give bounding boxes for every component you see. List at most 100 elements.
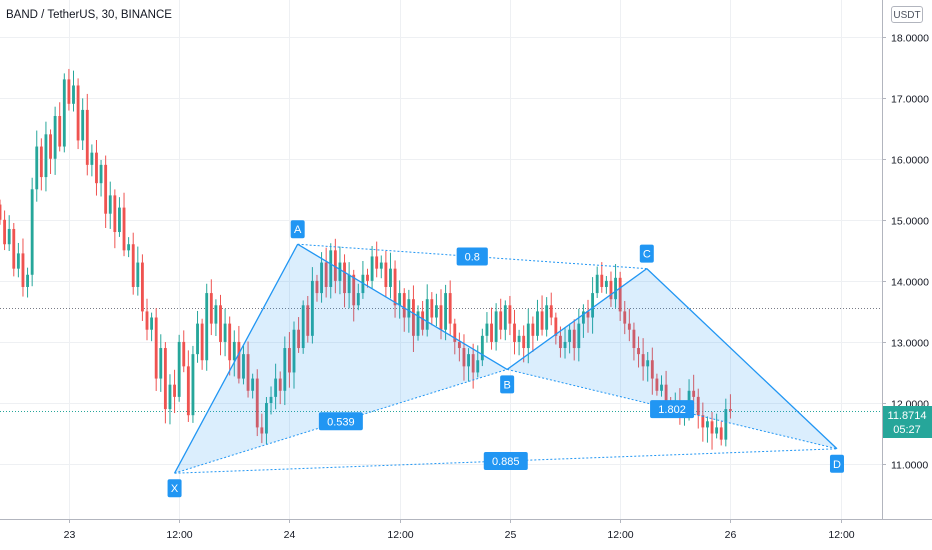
candle-body [531,323,535,336]
pattern-point-marker[interactable] [829,454,844,473]
pattern-leg-bc [506,268,648,370]
ratio-label: 0.885 [492,456,520,468]
ratio-label: 0.8 [465,251,480,263]
pattern-point-label: A [294,224,302,236]
pattern-leg-cd [646,268,838,450]
candle-body [356,293,360,306]
candle-body [145,311,149,330]
candle-body [209,293,213,324]
candle-body [283,348,287,391]
candle-body [191,354,195,416]
candle-body [159,348,163,379]
candle-body [26,274,29,287]
candle-body [324,262,328,287]
candle-body [724,409,728,440]
candle-body [719,427,723,440]
candle-body [200,323,204,361]
candle-body [623,311,627,324]
candle-body [297,329,301,349]
candle-countdown: 05:27 [893,424,921,436]
candle-body [228,323,232,361]
ratio-label-box [318,412,363,431]
time-tick-label: 12:00 [607,529,633,541]
candle-body [641,354,645,367]
candle-body [177,341,181,397]
candle-body [269,396,273,403]
candle-body [457,341,461,349]
candle-body [3,219,7,245]
candle-body [113,195,117,233]
ratio-line-xd [174,448,837,474]
candle-body [710,421,714,434]
candle-body [163,348,167,410]
candle-body [140,262,144,312]
candle-body [595,274,599,294]
candle-body [655,378,659,391]
candle-body [49,134,52,159]
xabcd-pattern[interactable]: 0.539 0.8 1.802 0.885 X A B C D [167,220,844,498]
candle-body [168,384,172,410]
candle-body [186,366,190,416]
candle-body [536,311,539,336]
candle-body [352,274,356,306]
last-price-marker: 11.8714 05:27 [883,406,932,438]
candle-body [660,384,663,391]
candle-body [62,79,66,147]
candle-body [99,164,103,184]
candle-body [131,244,135,287]
candle-body [581,311,585,324]
candle-body [559,335,562,349]
candle-body [467,354,470,367]
candle-body [513,323,516,342]
time-tick-label: 12:00 [828,529,854,541]
candle-body [425,299,429,330]
candle-body [118,207,121,233]
candle-body [416,311,420,336]
time-tick-label: 23 [64,529,76,541]
pattern-point-marker[interactable] [500,375,515,394]
candle-body [389,268,392,287]
candle-body [545,305,549,330]
candle-body [706,421,709,428]
candle-body [30,189,34,275]
candle-body [150,317,154,330]
candle-body [182,341,186,367]
pattern-point-marker[interactable] [290,220,305,239]
currency-badge[interactable]: USDT [891,6,923,23]
candle-body [21,253,25,287]
candle-body [402,293,406,318]
candle-body [448,293,452,324]
pattern-point-label: X [171,483,179,495]
candle-body [614,277,617,300]
candle-body [173,384,176,397]
candle-body [292,329,296,373]
pattern-triangle-bcd [507,268,837,449]
symbol-title[interactable]: BAND / TetherUS, 30, BINANCE [6,9,172,21]
candle-body [627,323,631,330]
candle-body [287,348,291,373]
candle-body [384,262,388,287]
last-price-label: 11.8714 [888,410,927,422]
time-axis[interactable]: 23 12:00 24 12:00 25 12:00 26 12:00 [64,519,855,541]
candle-body [503,305,507,330]
candle-body [715,427,719,434]
pattern-point-label: C [643,249,651,261]
candle-body [540,311,544,330]
candle-body [421,311,425,330]
candle-body [370,256,374,281]
candle-body [108,195,112,214]
candle-body [687,390,691,410]
price-tick-label: 13.0000 [891,338,929,350]
candle-body [219,305,222,342]
candle-body [517,335,521,342]
candle-body [522,335,526,349]
candle-body [632,329,636,349]
candle-body [81,109,85,141]
candle-body [223,323,227,342]
pattern-point-marker[interactable] [639,244,654,263]
candle-body [508,305,512,324]
candle-body [609,280,613,300]
pattern-point-marker[interactable] [167,479,182,498]
candle-body [591,293,595,318]
